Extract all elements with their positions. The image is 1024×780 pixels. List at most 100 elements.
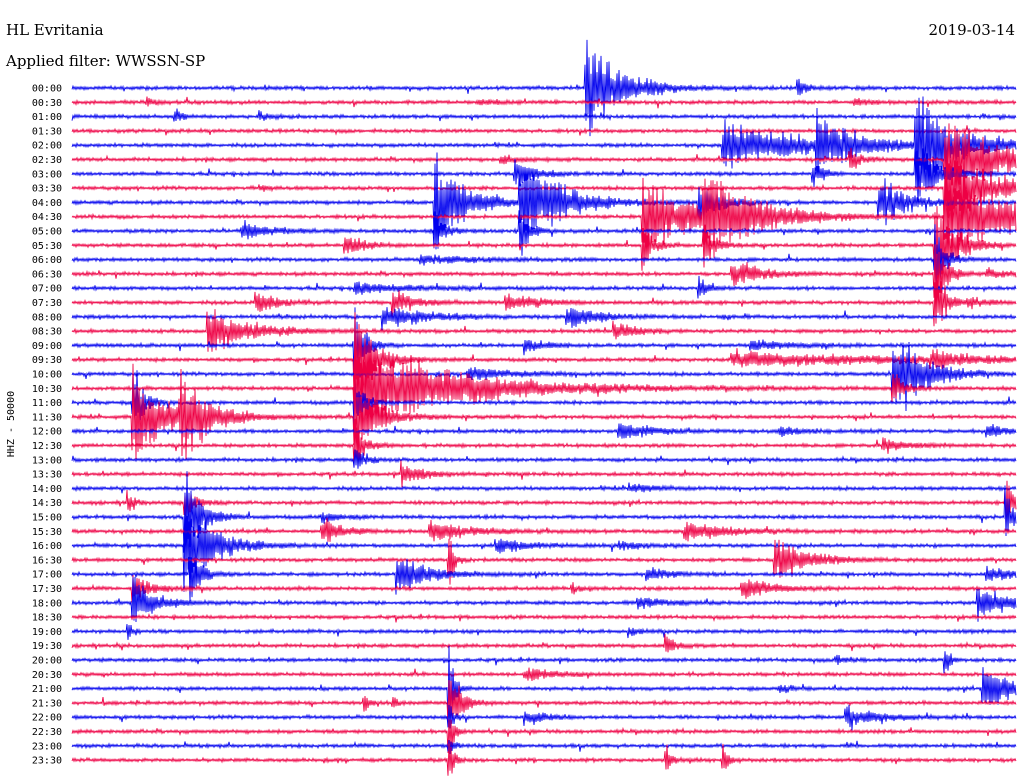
tick-label: 11:30	[32, 412, 62, 423]
seismic-trace	[71, 651, 1017, 674]
tick-label: 07:00	[32, 284, 62, 295]
seismic-trace	[71, 280, 1017, 327]
tick-label: 09:00	[32, 341, 62, 352]
tick-label: 03:00	[32, 169, 62, 180]
tick-label: 22:00	[32, 713, 62, 724]
seismic-trace	[71, 125, 1017, 136]
seismic-trace	[71, 739, 1017, 755]
tick-label: 06:00	[32, 255, 62, 266]
tick-label: 22:30	[32, 727, 62, 738]
seismic-trace	[71, 275, 1017, 299]
tick-label: 02:00	[32, 141, 62, 152]
filter-subtitle: Applied filter: WWSSN-SP	[5, 52, 205, 70]
seismic-trace	[71, 423, 1017, 439]
seismic-trace	[71, 96, 1017, 190]
tick-label: 17:30	[32, 584, 62, 595]
tick-label: 18:00	[32, 598, 62, 609]
tick-label: 23:00	[32, 741, 62, 752]
seismic-trace	[71, 244, 1017, 311]
seismic-trace	[71, 148, 1017, 208]
tick-label: 09:30	[32, 355, 62, 366]
tick-label: 23:30	[32, 756, 62, 767]
tick-label: 16:00	[32, 541, 62, 552]
tick-label: 21:30	[32, 698, 62, 709]
tick-label: 06:30	[32, 269, 62, 280]
y-axis-label: HHZ - 50000	[6, 391, 17, 457]
seismic-trace	[71, 418, 1017, 465]
seismic-trace	[71, 307, 1017, 331]
seismic-trace	[71, 680, 1017, 724]
tick-label: 12:00	[32, 427, 62, 438]
seismic-trace	[71, 612, 1017, 623]
seismic-trace	[71, 556, 1017, 602]
tick-label: 17:00	[32, 570, 62, 581]
tick-label: 07:30	[32, 298, 62, 309]
tick-label: 18:30	[32, 613, 62, 624]
tick-label: 00:30	[32, 98, 62, 109]
seismic-trace	[71, 449, 1017, 469]
tick-label: 13:30	[32, 470, 62, 481]
tick-label: 15:30	[32, 527, 62, 538]
seismic-trace	[71, 645, 1017, 729]
tick-label: 08:30	[32, 327, 62, 338]
seismic-trace	[71, 514, 1017, 592]
seismic-trace	[71, 96, 1017, 109]
seismic-trace	[71, 743, 1017, 776]
tick-label: 20:00	[32, 656, 62, 667]
tick-label: 05:30	[32, 241, 62, 252]
tick-label: 21:00	[32, 684, 62, 695]
seismic-trace	[71, 633, 1017, 653]
tick-label: 01:00	[32, 112, 62, 123]
seismic-trace	[71, 210, 1017, 256]
tick-label: 11:00	[32, 398, 62, 409]
tick-label: 19:00	[32, 627, 62, 638]
seismic-trace	[71, 538, 1017, 585]
date-label: 2019-03-14	[929, 21, 1015, 39]
tick-label: 08:00	[32, 312, 62, 323]
tick-label: 04:00	[32, 198, 62, 209]
seismic-trace	[71, 480, 1017, 527]
tick-label: 14:00	[32, 484, 62, 495]
seismic-trace	[71, 155, 1017, 230]
tick-label: 04:30	[32, 212, 62, 223]
seismic-trace	[71, 482, 1017, 494]
tick-label: 05:00	[32, 227, 62, 238]
seismic-trace	[71, 224, 1017, 290]
seismic-trace	[71, 576, 1017, 623]
tick-label: 20:30	[32, 670, 62, 681]
seismic-trace	[71, 341, 1017, 412]
tick-label: 10:30	[32, 384, 62, 395]
seismic-trace	[71, 575, 1017, 603]
seismic-trace	[71, 307, 1017, 380]
seismic-trace	[71, 367, 1017, 428]
tick-label: 13:00	[32, 455, 62, 466]
tick-label: 15:00	[32, 513, 62, 524]
seismic-traces	[71, 39, 1017, 776]
tick-label: 03:30	[32, 184, 62, 195]
seismic-trace	[71, 152, 1017, 249]
seismic-trace	[71, 312, 1017, 397]
tick-label: 01:30	[32, 126, 62, 137]
seismic-trace	[71, 169, 1017, 259]
tick-label: 19:30	[32, 641, 62, 652]
time-tick-labels: 00:00 00:30 01:00 01:30 02:00 02:30 03:00 03:30…	[32, 84, 62, 767]
seismic-trace	[71, 123, 1017, 198]
seismic-trace	[71, 108, 1017, 122]
seismic-trace	[71, 309, 1017, 352]
tick-label: 14:30	[32, 498, 62, 509]
seismic-trace	[71, 460, 1017, 488]
seismic-trace	[71, 39, 1017, 137]
seismic-trace	[71, 360, 1017, 464]
seismic-trace	[71, 704, 1017, 731]
tick-label: 12:30	[32, 441, 62, 452]
seismic-trace	[71, 719, 1017, 754]
station-title: HL Evritania	[6, 21, 104, 39]
tick-label: 16:30	[32, 555, 62, 566]
seismic-trace	[71, 517, 1017, 542]
seismic-trace	[71, 206, 1017, 285]
seismic-trace	[71, 471, 1017, 553]
seismic-trace	[71, 624, 1017, 640]
seismic-trace	[71, 348, 1017, 434]
tick-label: 02:30	[32, 155, 62, 166]
